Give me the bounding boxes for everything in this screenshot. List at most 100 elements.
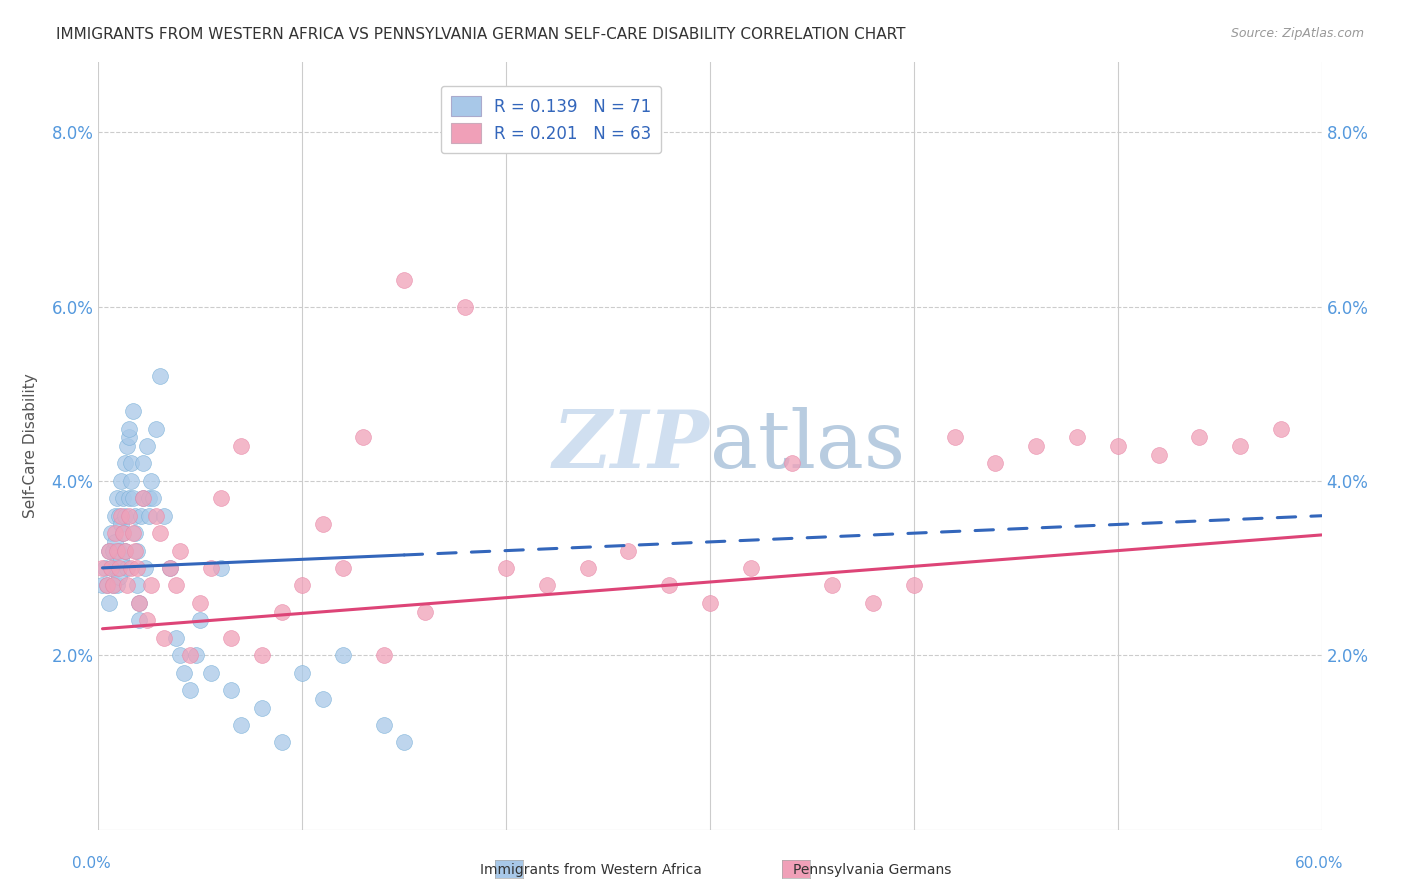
Point [111, 491, 134, 506]
Point [576, 561, 599, 575]
Text: ZIP: ZIP [553, 408, 710, 484]
Point [495, 561, 517, 575]
Point [132, 457, 155, 471]
Point [1188, 430, 1211, 444]
Point [96, 578, 118, 592]
Point [132, 491, 155, 506]
Point [124, 526, 146, 541]
Point [291, 665, 314, 680]
Point [413, 605, 436, 619]
Point [108, 543, 131, 558]
Point [118, 508, 141, 523]
Point [100, 561, 122, 575]
Point [352, 430, 374, 444]
Point [114, 543, 136, 558]
Point [122, 404, 145, 418]
Point [124, 508, 146, 523]
Point [142, 491, 165, 506]
Point [188, 596, 212, 610]
Point [115, 439, 138, 453]
Point [105, 491, 128, 506]
Point [984, 457, 1007, 471]
Point [373, 718, 395, 732]
Point [122, 491, 145, 506]
Point [149, 369, 172, 384]
Point [141, 578, 163, 592]
Point [134, 561, 156, 575]
Point [169, 648, 191, 663]
Point [91, 561, 114, 575]
Point [108, 570, 131, 584]
Text: IMMIGRANTS FROM WESTERN AFRICA VS PENNSYLVANIA GERMAN SELF-CARE DISABILITY CORRE: IMMIGRANTS FROM WESTERN AFRICA VS PENNSY… [56, 27, 905, 42]
Point [110, 552, 132, 566]
Point [209, 491, 232, 506]
Point [101, 578, 124, 592]
Point [118, 491, 141, 506]
Point [270, 735, 294, 749]
Point [127, 561, 149, 575]
Point [138, 508, 160, 523]
Point [173, 665, 195, 680]
Text: 60.0%: 60.0% [1295, 856, 1343, 871]
Point [454, 300, 477, 314]
Point [122, 526, 145, 541]
Point [392, 735, 416, 749]
Point [104, 526, 127, 541]
Point [250, 648, 273, 663]
Point [250, 700, 273, 714]
Point [165, 631, 187, 645]
Point [115, 561, 138, 575]
Point [152, 631, 174, 645]
Point [101, 578, 124, 592]
Point [110, 508, 132, 523]
Point [115, 578, 138, 592]
Point [120, 457, 142, 471]
Point [1147, 448, 1170, 462]
Point [149, 526, 172, 541]
Point [114, 457, 136, 471]
Y-axis label: Self-Care Disability: Self-Care Disability [22, 374, 38, 518]
Point [291, 578, 314, 592]
Text: Immigrants from Western Africa: Immigrants from Western Africa [479, 863, 702, 877]
Point [108, 508, 131, 523]
Point [231, 718, 253, 732]
Point [145, 421, 167, 435]
Point [780, 457, 803, 471]
Point [128, 613, 150, 627]
Point [179, 683, 201, 698]
Point [270, 605, 294, 619]
Point [104, 508, 127, 523]
Point [120, 474, 142, 488]
Point [903, 578, 925, 592]
Point [821, 578, 844, 592]
Point [101, 543, 124, 558]
Point [128, 596, 150, 610]
Point [136, 613, 159, 627]
Point [179, 648, 201, 663]
Point [740, 561, 762, 575]
Point [943, 430, 966, 444]
Point [111, 526, 134, 541]
Legend: R = 0.139   N = 71, R = 0.201   N = 63: R = 0.139 N = 71, R = 0.201 N = 63 [440, 87, 661, 153]
Point [97, 596, 120, 610]
Point [138, 491, 160, 506]
Point [120, 561, 142, 575]
Point [97, 543, 120, 558]
Point [169, 543, 191, 558]
Point [1270, 421, 1292, 435]
Point [105, 543, 128, 558]
Point [118, 421, 141, 435]
Point [373, 648, 395, 663]
Point [699, 596, 721, 610]
Point [152, 508, 174, 523]
Point [127, 543, 149, 558]
Text: Source: ZipAtlas.com: Source: ZipAtlas.com [1230, 27, 1364, 40]
Point [165, 578, 187, 592]
Point [100, 561, 122, 575]
Point [200, 561, 222, 575]
Point [658, 578, 681, 592]
Point [617, 543, 640, 558]
Point [91, 578, 114, 592]
Point [104, 561, 127, 575]
Point [105, 578, 128, 592]
